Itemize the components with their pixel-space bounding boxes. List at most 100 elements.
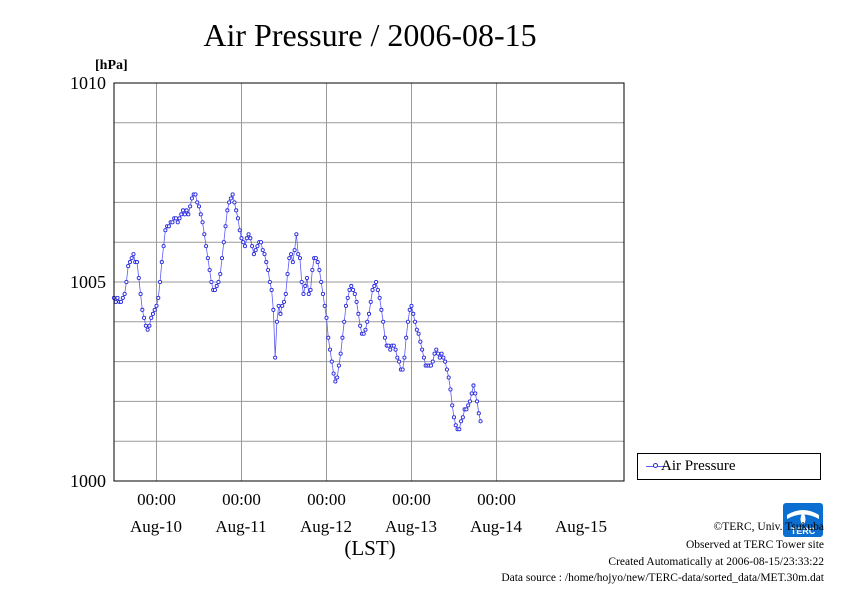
data-point [129,256,134,261]
data-point [253,248,258,253]
data-point [179,212,184,217]
data-point [313,256,318,261]
data-point [372,283,377,289]
y-axis-unit: [hPa] [95,58,128,73]
data-point [395,355,400,360]
data-point [122,291,127,296]
data-point [420,347,425,352]
data-point [366,311,372,316]
data-point [126,264,131,269]
data-point [414,327,419,332]
y-tick-label: 1005 [70,272,106,292]
data-point [204,244,209,249]
data-point [361,331,366,336]
data-point [388,347,393,352]
data-point [374,279,379,285]
data-point [368,299,373,304]
data-point [320,291,326,296]
data-point [327,347,333,352]
data-point [336,363,341,368]
data-point [219,256,225,261]
data-point [430,359,435,364]
data-point [209,279,214,285]
data-point [402,355,407,360]
data-point [163,228,168,233]
terc-logo: TERC [783,503,823,537]
x-tick-time-label: 00:00 [222,490,261,509]
plot-frame [113,82,625,482]
data-point [195,200,200,205]
data-point [365,319,370,324]
data-point [474,399,480,404]
data-point [409,303,414,308]
data-point [154,303,159,308]
x-tick-time-label: 00:00 [392,490,431,509]
data-point [280,303,285,308]
data-point [188,204,193,209]
data-point [421,355,426,360]
data-point [315,260,320,265]
data-point [471,383,476,388]
data-point [407,307,412,312]
data-point [289,252,294,257]
data-point [473,391,478,396]
y-axis: 1010 1005 1000 [70,73,106,491]
data-point [400,367,405,372]
data-point [239,236,244,241]
data-point [287,256,292,261]
y-tick-label: 1000 [70,471,106,491]
data-point [405,319,411,324]
data-point [161,244,166,249]
data-point [393,347,398,352]
data-point [437,355,442,360]
data-point [138,291,143,296]
data-point [331,371,336,376]
data-point [478,419,483,424]
data-point [207,268,212,273]
data-point [142,315,147,320]
data-point [227,200,232,205]
data-point [278,311,283,316]
data-point [260,248,265,253]
series-line [113,193,481,430]
data-point [352,291,357,296]
data-point [469,391,474,396]
data-point [464,407,469,412]
data-point [466,403,471,408]
data-point [184,208,189,213]
data-point [248,236,253,241]
x-tick-date-label: Aug-10 [130,517,182,536]
data-point [404,335,409,340]
data-point [147,323,152,328]
data-point [136,275,141,281]
data-point [119,299,124,304]
x-tick-time-label: 00:00 [307,490,346,509]
data-point [460,415,465,420]
data-point [152,307,157,312]
data-point [267,279,272,285]
legend: Air Pressure [637,453,821,480]
data-point [467,399,472,404]
legend-marker [653,463,658,468]
data-point [342,319,347,324]
data-point [434,347,439,352]
grid [114,83,624,481]
data-point [198,212,203,217]
data-point [244,236,249,241]
data-point [377,295,382,300]
data-point [292,248,297,253]
data-point [283,291,288,296]
x-tick-date-label: Aug-14 [470,517,522,536]
data-point [276,303,281,308]
x-tick-time-label: 00:00 [477,490,516,509]
data-point [264,260,269,265]
data-point [343,303,349,308]
data-point [335,375,340,380]
data-point [157,279,163,285]
data-point [212,287,217,293]
observed-text: Observed at TERC Tower site [685,539,824,551]
data-point [443,359,448,364]
data-point [322,303,327,308]
x-tick-date-label: Aug-13 [385,517,437,536]
data-point [450,403,455,408]
